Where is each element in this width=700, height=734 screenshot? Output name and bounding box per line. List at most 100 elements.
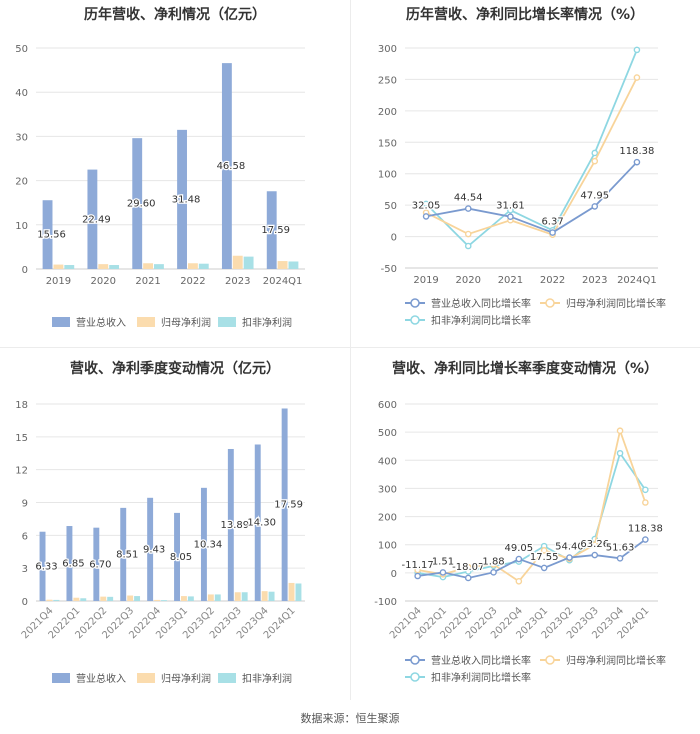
data-point [591, 541, 599, 549]
series-line [417, 451, 647, 578]
legend-swatch [137, 673, 155, 683]
data-point [464, 205, 472, 212]
bar [66, 526, 73, 601]
data-point [464, 574, 472, 582]
x-tick-label: 2020 [456, 275, 481, 286]
data-label: -18.07 [452, 562, 484, 573]
bar [80, 598, 87, 601]
data-label: 54.40 [555, 542, 584, 553]
legend-label: 营业总收入 [76, 672, 126, 685]
annual-revenue-chart: 0 10 20 30 40 50 2019 2020 2021 2022 2023 2024Q1 15.… [15, 44, 305, 329]
bar [98, 264, 109, 269]
legend-swatch [218, 673, 236, 683]
bar [132, 138, 143, 269]
y-tick-label: 0 [22, 597, 28, 608]
series-line [417, 427, 647, 583]
bar [254, 444, 261, 601]
data-point [642, 499, 649, 506]
data-label: 10.34 [194, 539, 223, 550]
data-point [633, 158, 641, 166]
data-label: 51.63 [606, 542, 635, 553]
panel-quarterly-revenue: 营收、净利季度变动情况（亿元） 0 3 6 9 12 15 18 2021Q4 2022Q1 20… [0, 350, 350, 705]
bar [187, 596, 194, 601]
bar [227, 448, 234, 601]
y-tick-label: 50 [384, 201, 397, 212]
data-label: 15.56 [37, 230, 66, 241]
bar [243, 256, 254, 269]
data-point [642, 536, 649, 543]
data-label: 8.51 [116, 549, 138, 560]
y-tick-label: -50 [381, 264, 397, 275]
data-point [464, 563, 472, 571]
bar [53, 264, 64, 269]
bar [39, 531, 46, 601]
data-point [642, 486, 649, 494]
y-tick-label: 100 [378, 170, 397, 181]
bar [147, 497, 154, 601]
bar [127, 595, 134, 601]
bar [288, 582, 295, 601]
data-label: 13.89 [221, 520, 250, 531]
data-point [633, 46, 641, 54]
data-point [549, 229, 556, 236]
bar [288, 261, 299, 269]
bar [42, 200, 53, 269]
legend-label: 归母净利润同比增长率 [566, 297, 666, 310]
bar [100, 596, 107, 601]
y-tick-label: 300 [378, 44, 397, 55]
x-tick-label: 2022 [540, 275, 565, 286]
data-label: 32.05 [412, 200, 441, 211]
bar [281, 408, 288, 601]
legend-label: 扣非净利润 [242, 316, 292, 329]
y-tick-label: 200 [378, 107, 397, 118]
data-label: 17.59 [274, 500, 303, 511]
data-point [507, 206, 514, 214]
series-line [425, 49, 638, 248]
data-point [439, 569, 447, 576]
bar [207, 594, 214, 601]
x-tick-label: 2021 [498, 275, 523, 286]
y-tick-label: 0 [391, 233, 397, 244]
bar [154, 264, 164, 269]
y-tick-label: 9 [22, 499, 28, 510]
y-tick-label: 500 [378, 428, 397, 439]
data-point [591, 157, 599, 165]
data-point [616, 449, 624, 457]
y-tick-label: -100 [374, 597, 397, 608]
bar [53, 599, 60, 601]
bar [232, 255, 243, 269]
chart-title: 历年营收、净利同比增长率情况（%） [405, 7, 645, 23]
legend-marker [545, 655, 555, 665]
bar [277, 261, 288, 269]
series-line [425, 161, 638, 234]
data-label: 29.60 [127, 199, 156, 210]
bar [120, 507, 127, 601]
series-line [417, 538, 646, 579]
data-label: 14.30 [247, 518, 276, 529]
data-point [591, 203, 599, 210]
data-label: 6.70 [89, 559, 111, 570]
data-point [591, 551, 599, 559]
bar [73, 597, 80, 601]
bar [174, 512, 180, 601]
bar [180, 596, 187, 601]
x-tick-label: 2020 [91, 276, 116, 287]
data-point [422, 213, 430, 220]
y-tick-label: 200 [378, 513, 397, 524]
data-point [566, 554, 573, 561]
y-tick-label: 100 [378, 541, 397, 552]
bar [134, 596, 141, 601]
data-point [414, 572, 421, 580]
y-tick-label: 600 [378, 400, 397, 411]
data-point [616, 555, 624, 562]
data-label: 1.88 [482, 556, 504, 567]
data-label: 63.26 [580, 539, 609, 550]
bar [266, 191, 277, 269]
data-point [464, 242, 472, 250]
legend-swatch [52, 673, 70, 683]
bar [107, 596, 114, 601]
data-point [515, 555, 523, 563]
data-point [540, 547, 548, 554]
x-tick-label: 2019 [46, 276, 71, 287]
data-point [414, 566, 421, 574]
